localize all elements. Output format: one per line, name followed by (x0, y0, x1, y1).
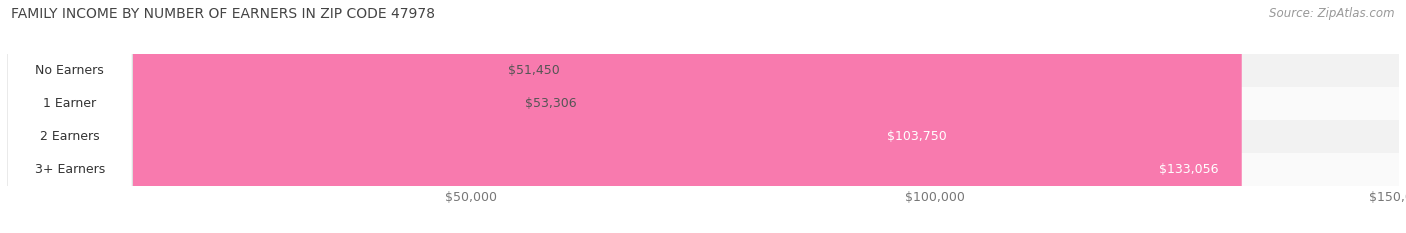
FancyBboxPatch shape (7, 0, 132, 233)
Text: Source: ZipAtlas.com: Source: ZipAtlas.com (1270, 7, 1395, 20)
Text: FAMILY INCOME BY NUMBER OF EARNERS IN ZIP CODE 47978: FAMILY INCOME BY NUMBER OF EARNERS IN ZI… (11, 7, 436, 21)
Text: $133,056: $133,056 (1159, 163, 1219, 176)
Text: 1 Earner: 1 Earner (44, 97, 96, 110)
Bar (7, 120, 1399, 153)
FancyBboxPatch shape (7, 0, 132, 233)
FancyBboxPatch shape (7, 0, 485, 233)
FancyBboxPatch shape (7, 0, 132, 233)
FancyBboxPatch shape (7, 0, 1241, 233)
Text: 3+ Earners: 3+ Earners (35, 163, 105, 176)
FancyBboxPatch shape (7, 0, 502, 233)
Bar (7, 87, 1399, 120)
Text: 2 Earners: 2 Earners (39, 130, 100, 143)
Text: No Earners: No Earners (35, 64, 104, 77)
Text: $53,306: $53,306 (524, 97, 576, 110)
Text: $103,750: $103,750 (887, 130, 946, 143)
Text: $51,450: $51,450 (508, 64, 560, 77)
FancyBboxPatch shape (7, 0, 970, 233)
Bar (7, 54, 1399, 87)
FancyBboxPatch shape (7, 0, 132, 233)
Bar (7, 153, 1399, 186)
